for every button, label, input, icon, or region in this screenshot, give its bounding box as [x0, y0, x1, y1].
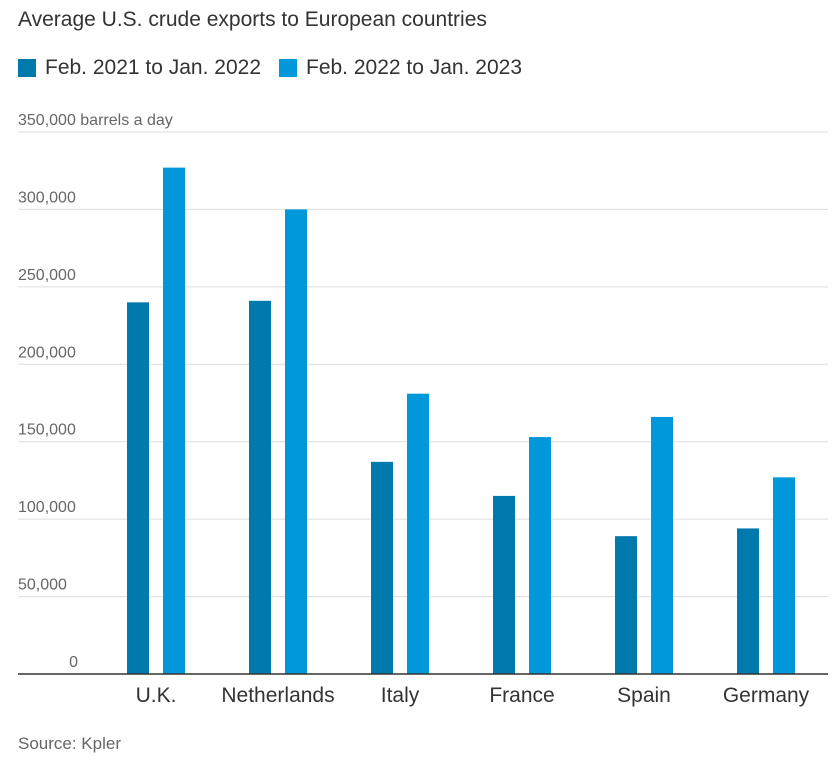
x-tick-label-netherlands: Netherlands	[221, 684, 334, 707]
bar-germany-series-2	[773, 477, 795, 674]
bar-netherlands-series-2	[285, 209, 307, 674]
bar-italy-series-2	[407, 393, 429, 674]
x-tick-label-germany: Germany	[723, 684, 810, 707]
legend-item-series-1: Feb. 2021 to Jan. 2022	[18, 56, 261, 80]
y-tick-label-1: 50,000	[18, 577, 67, 594]
x-tick-label-france: France	[489, 684, 554, 707]
y-tick-label-4: 200,000	[18, 344, 76, 361]
legend: Feb. 2021 to Jan. 2022 Feb. 2022 to Jan.…	[18, 56, 540, 80]
bar-uk-series-2	[163, 167, 185, 675]
bar-spain-series-2	[651, 416, 673, 674]
x-tick-label-italy: Italy	[381, 684, 420, 707]
bar-netherlands-series-1	[249, 300, 271, 674]
legend-swatch-series-1	[18, 59, 36, 77]
chart-title: Average U.S. crude exports to European c…	[18, 8, 487, 31]
bar-uk-series-1	[127, 302, 149, 674]
y-tick-label-5: 250,000	[18, 267, 76, 284]
y-tick-label-6: 300,000	[18, 189, 76, 206]
legend-item-series-2: Feb. 2022 to Jan. 2023	[279, 56, 522, 80]
y-tick-label-0: 0	[69, 654, 78, 671]
bar-italy-series-1	[371, 461, 393, 674]
legend-swatch-series-2	[279, 59, 297, 77]
legend-label-series-1: Feb. 2021 to Jan. 2022	[45, 56, 261, 79]
bar-spain-series-1	[615, 536, 637, 674]
source-note: Source: Kpler	[18, 734, 121, 753]
bar-germany-series-1	[737, 528, 759, 674]
y-tick-label-3: 150,000	[18, 422, 76, 439]
y-tick-label-2: 100,000	[18, 499, 76, 516]
bar-france-series-1	[493, 495, 515, 674]
x-tick-label-uk: U.K.	[136, 684, 177, 707]
x-tick-label-spain: Spain	[617, 684, 671, 707]
y-tick-label-7: 350,000 barrels a day	[18, 112, 173, 129]
legend-label-series-2: Feb. 2022 to Jan. 2023	[306, 56, 522, 79]
bar-france-series-2	[529, 437, 551, 674]
